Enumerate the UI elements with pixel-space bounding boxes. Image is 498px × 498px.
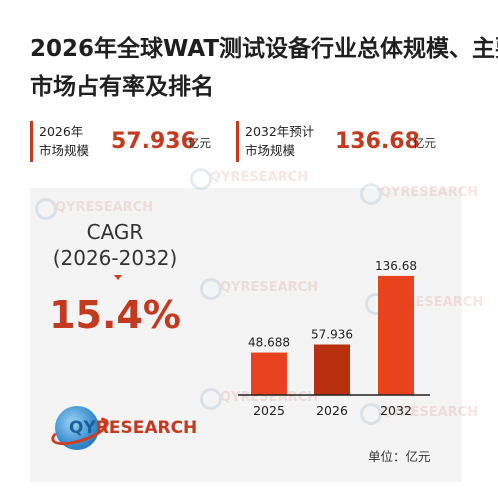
cagr-chart-panel: QYRESEARCH QYRESEARCH QYRESEARCH QYRESEA… [30,168,483,482]
stat-label-line-2: 市场规模 [39,143,90,158]
cagr-label: CAGR [86,220,144,244]
watermark-logo: QYRESEARCH [360,183,478,205]
stat-2026-market-size: 2026年 市场规模 57.936 亿元 [30,121,233,162]
title-line-1: 2026年全球WAT测试设备行业总体规模、主要企业 [30,36,498,62]
stat-label: 2032年预计 市场规模 [245,122,314,160]
globe-icon [55,406,99,450]
qyresearch-logo: QYRESEARCH [48,404,215,454]
page-title: 2026年全球WAT测试设备行业总体规模、主要企业 市场占有率及排名 [30,30,498,106]
watermark-logo: QYRESEARCH [200,278,318,300]
data-label-2026: 57.936 [311,328,353,342]
stat-value: 136.68 [335,129,420,154]
cagr-period: (2026-2032) [52,246,178,270]
cagr-value: 15.4% [49,293,181,337]
stat-unit: 亿元 [413,136,436,150]
data-label-2025: 48.688 [248,336,290,350]
stat-label: 2026年 市场规模 [39,122,89,160]
stat-label-line-1: 2026年 [39,124,84,139]
stat-label-line-2: 市场规模 [245,143,296,158]
logo-wordmark: QYRESEARCH [69,418,198,438]
data-label-2032: 136.68 [375,259,417,273]
x-tick-label-2026: 2026 [316,403,348,418]
cagr-arrow-icon [114,275,122,280]
bar-chart: 48.688 2025 57.936 2026 136.68 2032 [238,259,430,418]
bar-2032 [378,275,414,395]
watermark-logo: QYRESEARCH [360,403,478,425]
watermark-logo: QYRESEARCH [200,388,318,410]
unit-note: 单位：亿元 [368,449,431,464]
title-line-2: 市场占有率及排名 [30,74,214,100]
watermark-logo: QYRESEARCH [35,198,153,220]
stat-value: 57.936 [111,129,196,154]
bar-2025 [251,352,287,395]
x-tick-label-2025: 2025 [253,403,285,418]
bar-2026 [314,344,350,395]
x-tick-label-2032: 2032 [380,403,412,418]
watermark-logo: QYRESEARCH [190,168,308,190]
stat-2032-market-size: 2032年预计 市场规模 136.68 亿元 [236,121,469,162]
stat-label-line-1: 2032年预计 [245,124,315,139]
stat-unit: 亿元 [188,136,211,150]
